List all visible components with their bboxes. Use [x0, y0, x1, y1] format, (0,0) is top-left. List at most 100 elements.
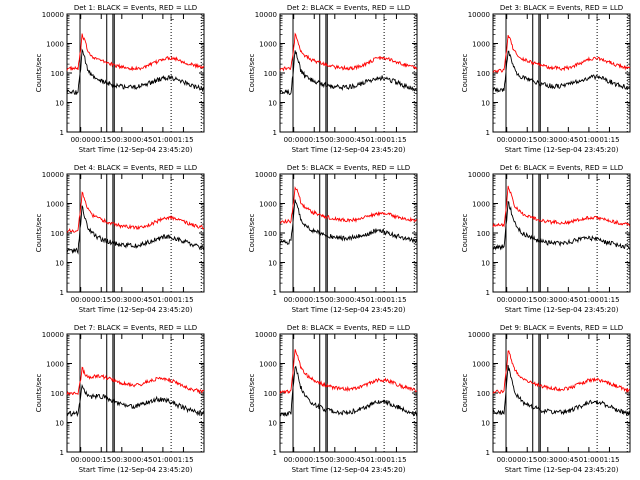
x-tick-label: 01:00	[153, 456, 173, 464]
x-tick-label: 00:00	[497, 296, 517, 304]
y-tick-label: 10000	[255, 11, 277, 19]
y-tick-label: 1000	[46, 201, 64, 209]
plot-frame	[279, 333, 418, 453]
y-axis-label: Counts/sec	[461, 54, 469, 93]
plot-frame	[492, 333, 631, 453]
y-tick-label: 100	[477, 390, 490, 398]
panel-title: Det 2: BLACK = Events, RED = LLD	[287, 4, 410, 12]
y-tick-label: 1	[60, 129, 64, 137]
series-line-black-events	[492, 50, 631, 94]
x-tick-label: 00:15	[304, 296, 324, 304]
x-tick-label: 00:45	[132, 296, 152, 304]
y-tick-label: 10000	[468, 11, 490, 19]
y-tick-label: 1000	[472, 201, 490, 209]
x-tick-label: 01:00	[579, 456, 599, 464]
corner-mark: L	[383, 334, 387, 342]
x-tick-label: 01:00	[366, 136, 386, 144]
y-tick-label: 100	[51, 230, 64, 238]
x-tick-label: 00:15	[517, 456, 537, 464]
y-tick-label: 10	[268, 260, 277, 268]
plot-frame	[66, 333, 205, 453]
x-tick-label: 01:00	[579, 296, 599, 304]
y-tick-label: 100	[264, 70, 277, 78]
y-axis-label: Counts/sec	[461, 214, 469, 253]
y-tick-label: 1000	[259, 201, 277, 209]
x-tick-label: 00:00	[71, 136, 91, 144]
detector-panel-4: Det 4: BLACK = Events, RED = LLD L 1 10 100 1…	[35, 164, 205, 314]
y-tick-label: 10	[268, 420, 277, 428]
y-axis-label: Counts/sec	[35, 214, 43, 253]
x-tick-label: 01:15	[599, 136, 619, 144]
y-tick-label: 1000	[259, 361, 277, 369]
x-axis-label: Start Time (12-Sep-04 23:45:20)	[79, 466, 193, 474]
series-line-red-lld	[492, 350, 631, 395]
x-tick-label: 00:00	[497, 456, 517, 464]
y-tick-label: 1	[273, 449, 277, 457]
series-line-red-lld	[279, 32, 418, 72]
x-tick-label: 00:30	[538, 296, 558, 304]
x-tick-label: 00:45	[558, 136, 578, 144]
panel-title: Det 8: BLACK = Events, RED = LLD	[287, 324, 410, 332]
x-tick-label: 00:30	[325, 296, 345, 304]
detector-panel-6: Det 6: BLACK = Events, RED = LLD L 1 10 100 1…	[461, 164, 631, 314]
detector-panel-8: Det 8: BLACK = Events, RED = LLD L 1 10 100 1…	[248, 324, 418, 474]
x-tick-label: 00:15	[91, 136, 111, 144]
series-line-black-events	[492, 200, 631, 251]
y-axis-label: Counts/sec	[248, 54, 256, 93]
detector-panel-3: Det 3: BLACK = Events, RED = LLD L 1 10 100 1…	[461, 4, 631, 154]
x-tick-label: 00:45	[558, 296, 578, 304]
y-axis-label: Counts/sec	[248, 374, 256, 413]
y-tick-label: 1000	[472, 361, 490, 369]
y-tick-label: 1	[486, 289, 490, 297]
y-tick-label: 10	[481, 100, 490, 108]
panel-title: Det 3: BLACK = Events, RED = LLD	[500, 4, 623, 12]
plot-frame	[279, 173, 418, 293]
x-axis-label: Start Time (12-Sep-04 23:45:20)	[292, 306, 406, 314]
y-tick-label: 1	[486, 129, 490, 137]
y-tick-label: 1	[273, 129, 277, 137]
x-tick-label: 01:15	[386, 296, 406, 304]
x-tick-label: 01:15	[173, 456, 193, 464]
y-tick-label: 1000	[46, 41, 64, 49]
x-tick-label: 00:00	[71, 296, 91, 304]
series-line-black-events	[279, 50, 418, 96]
series-line-black-events	[279, 365, 418, 417]
x-tick-label: 00:15	[304, 456, 324, 464]
x-tick-label: 01:00	[579, 136, 599, 144]
corner-mark: L	[596, 14, 600, 22]
y-tick-label: 10	[481, 260, 490, 268]
x-tick-label: 00:15	[517, 296, 537, 304]
x-tick-label: 00:30	[325, 456, 345, 464]
panel-title: Det 6: BLACK = Events, RED = LLD	[500, 164, 623, 172]
detector-panel-9: Det 9: BLACK = Events, RED = LLD L 1 10 100 1…	[461, 324, 631, 474]
y-tick-label: 1000	[472, 41, 490, 49]
y-tick-label: 100	[51, 390, 64, 398]
x-tick-label: 00:30	[325, 136, 345, 144]
y-tick-label: 100	[51, 70, 64, 78]
x-axis-label: Start Time (12-Sep-04 23:45:20)	[505, 466, 619, 474]
corner-mark: L	[170, 174, 174, 182]
panel-title: Det 1: BLACK = Events, RED = LLD	[74, 4, 197, 12]
plot-frame	[66, 173, 205, 293]
y-tick-label: 10	[55, 100, 64, 108]
x-axis-label: Start Time (12-Sep-04 23:45:20)	[79, 146, 193, 154]
series-line-black-events	[66, 48, 205, 95]
x-tick-label: 00:00	[497, 136, 517, 144]
panel-title: Det 4: BLACK = Events, RED = LLD	[74, 164, 197, 172]
y-tick-label: 10000	[255, 331, 277, 339]
series-line-red-lld	[66, 191, 205, 233]
y-tick-label: 10	[55, 260, 64, 268]
x-tick-label: 00:15	[304, 136, 324, 144]
corner-mark: L	[383, 14, 387, 22]
detector-panel-5: Det 5: BLACK = Events, RED = LLD L 1 10 100 1…	[248, 164, 418, 314]
x-tick-label: 01:00	[153, 296, 173, 304]
y-axis-label: Counts/sec	[461, 374, 469, 413]
y-axis-label: Counts/sec	[248, 214, 256, 253]
x-tick-label: 01:15	[386, 456, 406, 464]
y-tick-label: 100	[264, 230, 277, 238]
x-tick-label: 01:15	[173, 136, 193, 144]
x-tick-label: 00:30	[112, 136, 132, 144]
x-tick-label: 01:00	[153, 136, 173, 144]
x-tick-label: 00:00	[284, 456, 304, 464]
series-line-black-events	[66, 383, 205, 418]
